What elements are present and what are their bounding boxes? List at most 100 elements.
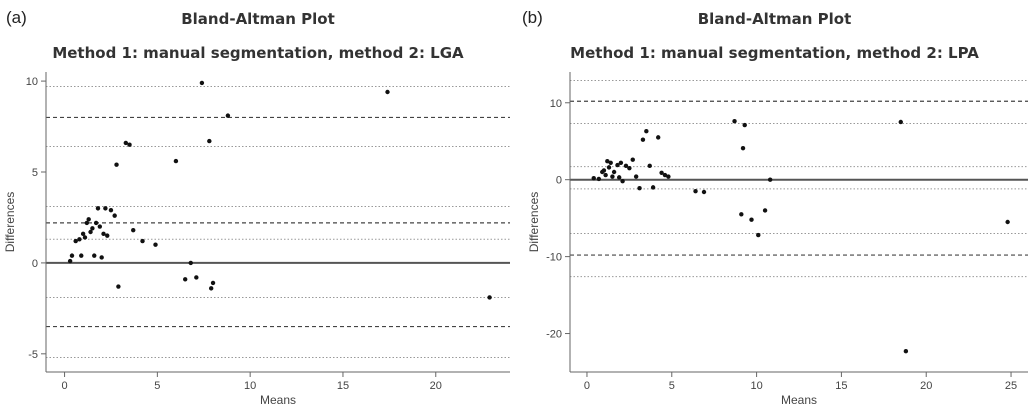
- data-point: [898, 119, 903, 125]
- data-point: [105, 233, 110, 238]
- data-point: [666, 174, 671, 179]
- x-tick-label: 15: [337, 380, 349, 392]
- data-point: [112, 213, 117, 218]
- x-axis-label: Means: [260, 393, 296, 407]
- x-tick-label: 10: [750, 380, 762, 392]
- data-point: [618, 160, 624, 165]
- data-point: [633, 174, 639, 179]
- data-point: [90, 226, 95, 231]
- panel-label: (a): [6, 8, 27, 27]
- panel-label: (b): [522, 8, 543, 27]
- data-point: [487, 295, 492, 300]
- x-tick-label: 10: [244, 380, 256, 392]
- data-point: [80, 231, 86, 237]
- y-tick-label: 0: [32, 258, 38, 270]
- data-point: [86, 217, 91, 222]
- data-point: [623, 163, 629, 169]
- panel-a: (a) Bland-Altman Plot Method 1: manual s…: [0, 0, 516, 415]
- data-point: [127, 142, 132, 147]
- y-tick-label: 10: [26, 76, 38, 88]
- data-point: [740, 145, 746, 151]
- y-axis-label: Differences: [527, 192, 541, 252]
- data-point: [88, 229, 93, 235]
- data-point: [742, 122, 747, 128]
- x-tick-label: 20: [430, 380, 442, 392]
- data-point: [77, 237, 82, 242]
- data-point: [630, 157, 635, 162]
- data-point: [188, 260, 193, 266]
- data-point: [611, 169, 617, 175]
- data-point: [225, 113, 231, 118]
- data-point: [739, 212, 744, 217]
- data-point: [767, 177, 773, 182]
- data-point: [591, 175, 596, 181]
- data-point: [153, 242, 158, 247]
- data-point: [199, 80, 205, 86]
- data-point: [101, 231, 106, 237]
- data-point: [1005, 219, 1010, 225]
- x-tick-label: 15: [835, 380, 847, 392]
- scatter-plot-b: 0 5 10 15 20 25 -20 -10 0 10 Means Differences: [527, 72, 1028, 407]
- data-point: [140, 238, 145, 244]
- data-point: [84, 220, 90, 226]
- data-point: [615, 162, 620, 168]
- data-point: [644, 129, 649, 134]
- y-tick-label: -20: [546, 329, 562, 341]
- data-point: [732, 119, 737, 124]
- data-point: [114, 162, 119, 167]
- data-point: [79, 253, 84, 258]
- data-point: [601, 168, 607, 173]
- chart-title: Bland-Altman Plot: [697, 10, 852, 28]
- data-point: [103, 206, 108, 211]
- data-point: [606, 165, 612, 170]
- data-point: [67, 258, 73, 264]
- data-point: [903, 349, 909, 354]
- data-point: [108, 207, 114, 213]
- x-tick-label: 5: [154, 380, 160, 392]
- data-point: [173, 158, 179, 164]
- y-tick-label: 10: [550, 98, 562, 110]
- data-point: [756, 232, 761, 238]
- data-point: [99, 255, 104, 260]
- data-point: [701, 189, 707, 195]
- data-point: [183, 277, 188, 282]
- x-axis-label: Means: [781, 393, 817, 407]
- y-tick-label: -10: [546, 252, 562, 264]
- data-point: [131, 227, 136, 233]
- data-point: [659, 170, 664, 175]
- scatter-plot-a: 0 5 10 15 20 -5 0 5 10 Means Differences: [3, 72, 510, 407]
- panel-b: (b) Bland-Altman Plot Method 1: manual s…: [516, 0, 1033, 415]
- data-point: [762, 208, 768, 213]
- data-point: [605, 159, 610, 164]
- x-tick-label: 20: [920, 380, 932, 392]
- y-tick-label: 0: [556, 175, 562, 187]
- data-point: [650, 185, 656, 190]
- data-point: [93, 220, 99, 226]
- data-point: [616, 175, 622, 180]
- data-point: [69, 253, 75, 258]
- chart-subtitle: Method 1: manual segmentation, method 2:…: [52, 44, 464, 62]
- data-point: [627, 165, 632, 171]
- data-point: [194, 275, 199, 280]
- data-point: [656, 135, 661, 140]
- data-point: [610, 174, 615, 179]
- data-point: [116, 284, 121, 289]
- x-tick-label: 0: [584, 380, 590, 392]
- data-point: [749, 217, 754, 222]
- data-point: [620, 179, 625, 184]
- data-point: [596, 176, 602, 182]
- x-tick-label: 25: [1005, 380, 1017, 392]
- x-tick-label: 0: [61, 380, 67, 392]
- chart-title: Bland-Altman Plot: [181, 10, 335, 28]
- x-tick-label: 5: [669, 380, 675, 392]
- data-point: [647, 163, 652, 169]
- y-tick-label: -5: [28, 349, 38, 361]
- data-point: [640, 137, 646, 142]
- data-point: [603, 172, 608, 178]
- data-point: [608, 160, 613, 165]
- data-point: [385, 89, 390, 95]
- y-axis-label: Differences: [3, 192, 17, 252]
- data-point: [637, 185, 642, 191]
- data-point: [97, 224, 103, 229]
- data-point: [123, 140, 129, 146]
